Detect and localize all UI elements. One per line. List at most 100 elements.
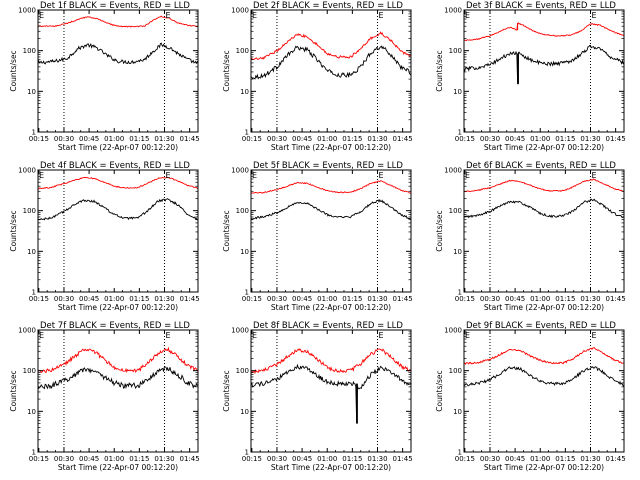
x-tick-label: 01:45 <box>393 135 413 143</box>
chart-panel: Det 2f BLACK = Events, RED = LLD 00:15 00:… <box>222 1 413 152</box>
x-tick-label: 00:15 <box>242 455 262 463</box>
plot-frame <box>463 9 625 133</box>
event-marker-label: E <box>165 11 170 20</box>
x-tick-label: 01:00 <box>104 135 124 143</box>
chart-panel: Det 6f BLACK = Events, RED = LLD 00:15 00:… <box>435 161 626 312</box>
events-series-line <box>38 42 198 65</box>
chart-panel: Det 5f BLACK = Events, RED = LLD 00:15 00:… <box>222 161 413 312</box>
event-marker-label: E <box>378 331 383 340</box>
x-tick-label: 00:45 <box>505 455 525 463</box>
chart-panel: Det 1f BLACK = Events, RED = LLD 00:15 00:… <box>9 1 200 152</box>
y-tick-label: 1000 <box>231 167 249 175</box>
lld-series-line <box>251 31 411 60</box>
x-tick-label: 01:30 <box>367 295 387 303</box>
x-tick-label: 01:00 <box>104 455 124 463</box>
x-axis-label: Start Time (22-Apr-07 00:12:20) <box>58 463 178 472</box>
y-axis-label: Counts/sec <box>435 370 444 411</box>
y-tick-label: 1000 <box>231 7 249 15</box>
x-axis-label: Start Time (22-Apr-07 00:12:20) <box>484 463 604 472</box>
y-tick-label: 1 <box>32 449 36 457</box>
x-axis-label: Start Time (22-Apr-07 00:12:20) <box>484 143 604 152</box>
x-tick-label: 00:30 <box>54 135 74 143</box>
x-tick-label: 00:30 <box>267 455 287 463</box>
x-axis-label: Start Time (22-Apr-07 00:12:20) <box>58 303 178 312</box>
y-tick-label: 1000 <box>444 7 462 15</box>
y-tick-label: 100 <box>23 47 36 55</box>
y-tick-label: 100 <box>449 47 462 55</box>
x-tick-label: 01:00 <box>530 135 550 143</box>
events-series-line <box>251 363 411 421</box>
y-tick-label: 1000 <box>231 327 249 335</box>
y-tick-label: 10 <box>240 408 249 416</box>
y-tick-label: 10 <box>453 248 462 256</box>
lld-series-line <box>38 176 198 190</box>
y-tick-label: 10 <box>240 248 249 256</box>
events-series-line <box>251 45 411 80</box>
chart-title: Det 5f BLACK = Events, RED = LLD <box>253 161 403 171</box>
events-series-line <box>38 198 198 221</box>
chart-panel: Det 7f BLACK = Events, RED = LLD 00:15 00:… <box>9 321 200 472</box>
x-tick-label: 01:45 <box>606 295 626 303</box>
plot-frame <box>250 169 412 293</box>
x-axis-label: Start Time (22-Apr-07 00:12:20) <box>271 463 391 472</box>
x-tick-label: 01:15 <box>129 455 149 463</box>
y-tick-label: 1 <box>245 449 249 457</box>
y-axis-label: Counts/sec <box>222 370 231 411</box>
y-tick-label: 1 <box>32 129 36 137</box>
x-tick-label: 00:30 <box>267 135 287 143</box>
x-tick-label: 01:00 <box>530 455 550 463</box>
event-marker-label: E <box>252 331 257 340</box>
y-tick-label: 10 <box>453 408 462 416</box>
x-tick-label: 00:30 <box>54 455 74 463</box>
x-tick-label: 00:45 <box>79 295 99 303</box>
x-tick-label: 01:30 <box>367 135 387 143</box>
y-axis-label: Counts/sec <box>9 50 18 91</box>
chart-title: Det 1f BLACK = Events, RED = LLD <box>40 1 190 11</box>
y-tick-label: 100 <box>23 367 36 375</box>
x-tick-label: 00:30 <box>480 135 500 143</box>
event-marker-label: E <box>465 171 470 180</box>
x-axis-label: Start Time (22-Apr-07 00:12:20) <box>271 143 391 152</box>
plot-frame <box>250 9 412 133</box>
y-tick-label: 10 <box>240 88 249 96</box>
x-tick-label: 01:15 <box>555 135 575 143</box>
chart-title: Det 6f BLACK = Events, RED = LLD <box>466 161 616 171</box>
x-axis-label: Start Time (22-Apr-07 00:12:20) <box>271 303 391 312</box>
y-axis-label: Counts/sec <box>435 50 444 91</box>
x-tick-label: 00:45 <box>292 455 312 463</box>
chart-title: Det 4f BLACK = Events, RED = LLD <box>40 161 190 171</box>
event-marker-label: E <box>252 11 257 20</box>
y-tick-label: 100 <box>236 207 249 215</box>
plot-frame <box>37 329 199 453</box>
y-tick-label: 1000 <box>18 7 36 15</box>
x-tick-label: 00:45 <box>79 135 99 143</box>
x-tick-label: 01:00 <box>317 295 337 303</box>
x-axis-label: Start Time (22-Apr-07 00:12:20) <box>484 303 604 312</box>
lld-series-line <box>251 180 411 194</box>
x-tick-label: 00:15 <box>242 135 262 143</box>
x-tick-label: 01:45 <box>606 455 626 463</box>
x-tick-label: 00:30 <box>54 295 74 303</box>
y-tick-label: 1000 <box>444 327 462 335</box>
x-tick-label: 01:30 <box>580 135 600 143</box>
x-tick-label: 01:45 <box>180 295 200 303</box>
chart-panel: Det 4f BLACK = Events, RED = LLD 00:15 00:… <box>9 161 200 312</box>
event-marker-label: E <box>39 331 44 340</box>
y-tick-label: 1000 <box>444 167 462 175</box>
x-tick-label: 00:45 <box>292 135 312 143</box>
y-tick-label: 10 <box>453 88 462 96</box>
y-tick-label: 1000 <box>18 327 36 335</box>
event-marker-label: E <box>165 331 170 340</box>
plot-frame <box>463 329 625 453</box>
x-tick-label: 01:30 <box>154 455 174 463</box>
chart-panel: Det 9f BLACK = Events, RED = LLD 00:15 00:… <box>435 321 626 472</box>
chart-title: Det 7f BLACK = Events, RED = LLD <box>40 321 190 331</box>
x-tick-label: 01:45 <box>393 295 413 303</box>
event-marker-label: E <box>378 11 383 20</box>
lld-series-line <box>38 346 198 374</box>
event-marker-label: E <box>591 11 596 20</box>
chart-title: Det 3f BLACK = Events, RED = LLD <box>466 1 616 11</box>
event-marker-label: E <box>591 171 596 180</box>
x-tick-label: 00:45 <box>292 295 312 303</box>
plot-frame <box>37 169 199 293</box>
